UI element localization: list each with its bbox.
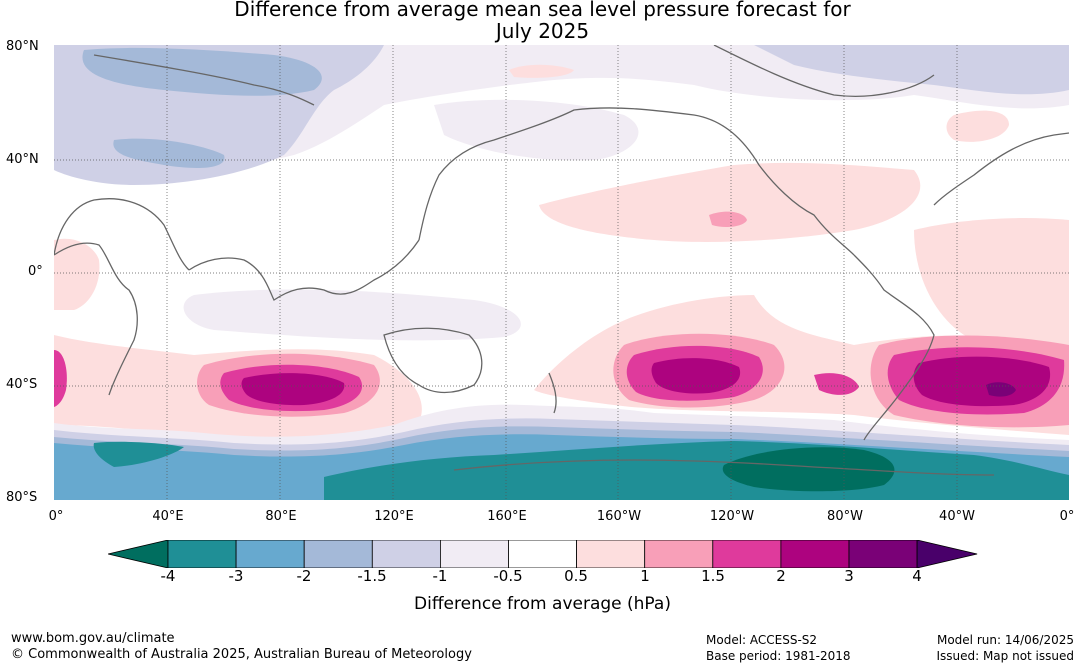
colorbar-tick-minus-1: -1 [432,567,448,585]
lon-label-120e: 120°E [374,509,414,524]
footer-base-period: Base period: 1981-2018 [706,649,851,663]
lat-label-40n: 40°N [6,152,39,167]
pressure-anomaly-map [54,45,1069,500]
north-atlantic-positive [946,110,1009,142]
colorbar-tick-minus-3: -3 [228,567,244,585]
colorbar-tick-minus-4: -4 [160,567,176,585]
colorbar-tick-minus-1-5: -1.5 [357,567,387,585]
lon-label-80e: 80°E [265,509,297,524]
north-pacific-positive-core [709,211,747,228]
colorbar-tick-minus-2: -2 [296,567,312,585]
colorbar-swatch [235,540,305,568]
lon-label-40w: 40°W [939,509,975,524]
colorbar-tick-1: 1 [640,567,650,585]
north-pacific-weak-negative [434,99,639,161]
lat-label-equator: 0° [28,264,43,279]
colorbar-swatch [439,540,509,568]
atlantic-tropical-positive [914,218,1069,347]
footer-copyright: © Commonwealth of Australia 2025, Austra… [11,647,472,662]
colorbar-tick-4: 4 [912,567,922,585]
colorbar-swatch [167,540,237,568]
indian-ocean-positive-core [241,373,345,406]
lon-label-160e: 160°E [487,509,527,524]
colorbar-swatch [848,540,918,568]
colorbar-label: Difference from average (hPa) [414,594,671,614]
gridlines [54,45,1069,500]
footer-issued: Issued: Map not issued [936,649,1074,663]
colorbar-extend-low [108,540,169,568]
colorbar-tick-3: 3 [844,567,854,585]
map-title-line-1: Difference from average mean sea level p… [234,0,851,21]
lon-label-40e: 40°E [152,509,184,524]
colorbar-tick-0-5: 0.5 [564,567,588,585]
colorbar-tick-1-5: 1.5 [701,567,725,585]
colorbar-swatch [644,540,714,568]
coastlines [54,45,1069,476]
central-asia-negative-core [113,138,225,168]
footer-model-run: Model run: 14/06/2025 [936,633,1074,647]
colorbar-swatch [712,540,782,568]
south-america-positive-spot [814,373,859,395]
footer-model: Model: ACCESS-S2 [706,633,818,647]
lat-label-40s: 40°S [6,377,38,392]
lon-label-120w: 120°W [709,509,755,524]
tropical-indian-weak-negative [183,289,521,341]
lon-label-0-right: 0° [1059,509,1075,524]
footer-site-link[interactable]: www.bom.gov.au/climate [11,631,175,646]
colorbar-swatch [780,540,850,568]
colorbar-swatch [508,540,577,568]
siberia-negative-core [82,47,322,96]
colorbar-tick-2: 2 [776,567,786,585]
lon-label-80w: 80°W [827,509,863,524]
colorbar [108,540,978,568]
lon-label-0-left: 0° [48,509,64,524]
south-pacific-positive-core [651,358,741,394]
southwest-africa-positive-core [54,350,67,407]
colorbar-swatch [303,540,373,568]
map-title-line-2: July 2025 [495,19,590,43]
colorbar-tick-minus-0-5: -0.5 [493,567,523,585]
lon-label-160w: 160°W [596,509,642,524]
west-africa-positive [54,238,100,310]
north-america-arctic-negative [754,45,1069,95]
lat-label-80s: 80°S [6,490,38,505]
north-pacific-positive-band [539,162,921,242]
lat-label-80n: 80°N [6,39,39,54]
arctic-pacific-positive-spot [509,64,574,78]
colorbar-swatch [371,540,441,568]
antarctica-negative-4 [722,447,895,492]
south-atlantic-positive-core [913,356,1051,407]
colorbar-swatch [576,540,646,568]
colorbar-extend-high [916,540,978,568]
